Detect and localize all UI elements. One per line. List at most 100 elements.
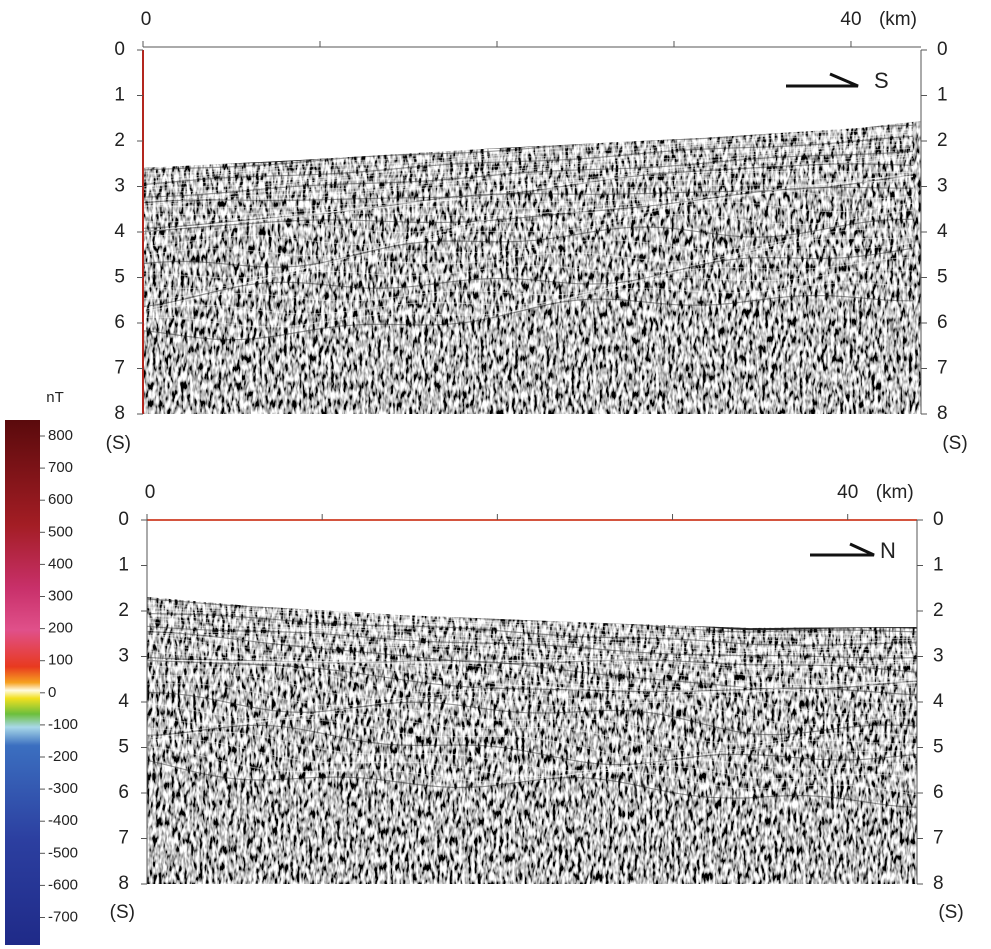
reflector	[143, 158, 914, 207]
seismic-image	[143, 121, 921, 414]
reflector	[147, 712, 917, 752]
colorbar-label: -600	[48, 876, 78, 893]
reflector	[147, 664, 917, 704]
colorbar-label: -300	[48, 780, 78, 797]
reflector	[147, 660, 917, 693]
y-tick-label: 6	[114, 312, 125, 333]
reflector	[147, 650, 917, 687]
y-tick-label: 7	[933, 828, 944, 849]
y-tick-label: 5	[937, 267, 948, 288]
y-tick-label: 2	[937, 130, 948, 151]
y-tick-label: 4	[114, 221, 125, 242]
reflector	[147, 682, 917, 725]
reflector	[147, 621, 917, 656]
colorbar-label: -100	[48, 716, 78, 733]
reflector	[147, 718, 917, 759]
y-tick-label: 1	[114, 85, 125, 106]
direction-label: N	[880, 538, 896, 563]
y-tick-label: 8	[118, 873, 129, 894]
reflector	[143, 282, 914, 328]
colorbar-label: -700	[48, 908, 78, 925]
colorbar-label: 800	[48, 427, 73, 444]
reflector	[143, 135, 914, 186]
reflector	[143, 186, 914, 233]
y-unit: (S)	[106, 433, 131, 454]
y-tick-label: 0	[933, 509, 944, 530]
reflector	[143, 174, 914, 229]
reflector	[147, 632, 917, 665]
reflector	[143, 173, 914, 233]
x-tick-label: 40	[840, 9, 861, 30]
reflector	[147, 702, 917, 745]
reflector	[143, 175, 914, 223]
colorbar-label: 0	[48, 684, 56, 701]
reflector	[147, 724, 917, 766]
reflector	[143, 236, 914, 290]
reflector	[143, 201, 914, 247]
reflector	[147, 659, 917, 696]
reflector	[147, 660, 917, 693]
reflector	[147, 631, 917, 673]
reflectors	[143, 121, 914, 341]
y-tick-label: 7	[118, 828, 129, 849]
y-tick-label: 1	[937, 85, 948, 106]
reflector	[147, 642, 917, 684]
reflector	[147, 612, 917, 646]
y-tick-label: 7	[937, 358, 948, 379]
y-tick-label: 6	[118, 782, 129, 803]
y-tick-label: 5	[933, 737, 944, 758]
x-tick-label: 0	[141, 9, 152, 30]
colorbar-label: 700	[48, 459, 73, 476]
colorbar-label: 100	[48, 652, 73, 669]
reflector	[143, 139, 914, 188]
direction-label: S	[874, 68, 889, 93]
colorbar-label: -400	[48, 812, 78, 829]
y-tick-label: 0	[114, 39, 125, 60]
reflector	[147, 617, 917, 653]
reflector	[143, 175, 914, 216]
x-tick-label: 0	[145, 482, 156, 503]
reflector	[147, 602, 917, 637]
colorbar-label: -500	[48, 844, 78, 861]
x-tick-label: 40	[837, 482, 858, 503]
reflector	[143, 256, 914, 311]
colorbar-label: 500	[48, 523, 73, 540]
reflector	[143, 170, 913, 209]
y-tick-label: 3	[937, 176, 948, 197]
reflector	[147, 610, 917, 643]
y-tick-label: 8	[114, 403, 125, 424]
colorbar-label: 300	[48, 587, 73, 604]
reflector	[143, 294, 914, 341]
reflector	[147, 691, 917, 736]
y-tick-label: 1	[118, 555, 129, 576]
reflector	[147, 656, 917, 690]
reflector	[147, 731, 917, 772]
x-unit: (km)	[879, 9, 917, 30]
y-tick-label: 8	[933, 873, 944, 894]
y-tick-label: 0	[937, 39, 948, 60]
seismic-image	[147, 597, 917, 884]
y-unit: (S)	[110, 902, 135, 923]
y-tick-label: 3	[114, 176, 125, 197]
y-tick-label: 2	[118, 600, 129, 621]
y-tick-label: 0	[118, 509, 129, 530]
reflector	[143, 269, 914, 315]
reflector	[143, 175, 914, 233]
y-tick-label: 8	[937, 403, 948, 424]
y-tick-label: 7	[114, 358, 125, 379]
y-tick-label: 4	[937, 221, 948, 242]
reflector	[143, 152, 914, 202]
reflector	[143, 209, 914, 257]
reflector	[143, 180, 913, 233]
reflector	[143, 247, 914, 308]
reflector	[147, 634, 917, 680]
reflector	[143, 242, 914, 300]
direction-arrow	[786, 72, 859, 88]
reflector	[147, 759, 917, 808]
reflector	[147, 746, 917, 796]
reflector	[143, 147, 914, 194]
y-tick-label: 6	[937, 312, 948, 333]
colorbar	[5, 420, 40, 945]
reflector	[143, 150, 914, 198]
